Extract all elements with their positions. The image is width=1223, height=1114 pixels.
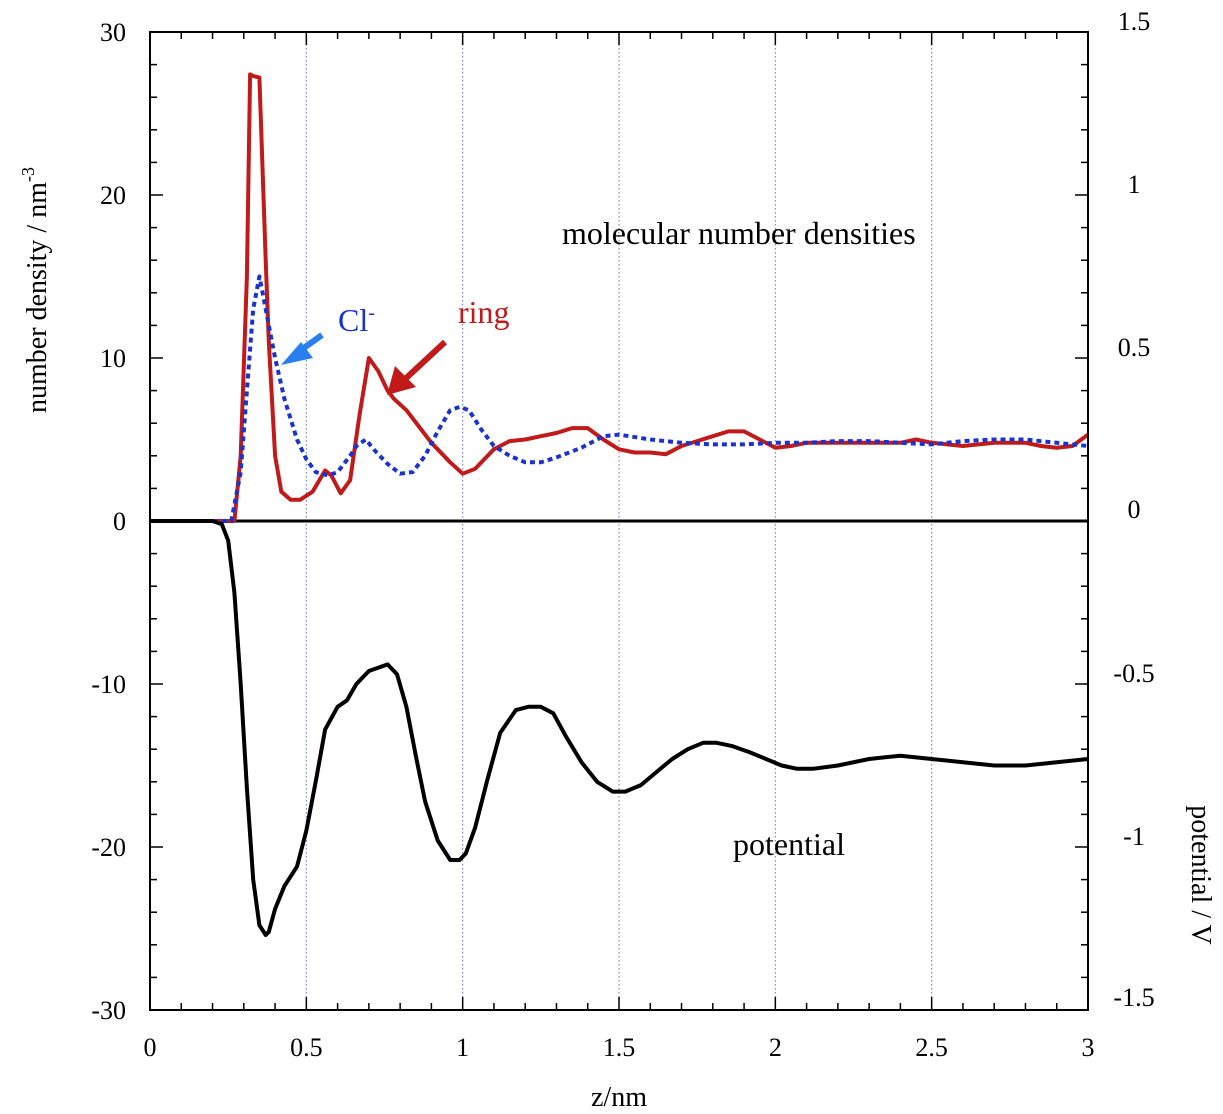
potential-annotation: potential [733, 826, 845, 862]
x-tick-label: 2.5 [915, 1033, 948, 1062]
y-left-axis-title-main: number density / nm [22, 182, 53, 413]
y-left-axis-title-sup: -3 [18, 167, 38, 182]
label-layer: 0 0.5 1 1.5 2 2.5 3-30-20-100102030-1.5-1-0.50… [91, 7, 1154, 1062]
cl-annotation-sup: - [368, 302, 375, 324]
x-tick-label: 2 [769, 1033, 782, 1062]
x-tick-label: 0.5 [290, 1033, 323, 1062]
densities-annotation: molecular number densities [562, 215, 916, 251]
y-right-tick-label: -0.5 [1113, 659, 1154, 688]
y-left-tick-label: 20 [100, 181, 126, 210]
x-tick-label: 1 [456, 1033, 469, 1062]
cl-arrow [281, 332, 324, 365]
series-line-cl [150, 274, 1089, 523]
y-left-tick-label: -30 [91, 996, 126, 1025]
y-right-tick-label: 0.5 [1118, 333, 1151, 362]
ring-annotation: ring [458, 294, 510, 330]
y-left-tick-label: 30 [100, 18, 126, 47]
x-tick-label: 3 [1082, 1033, 1095, 1062]
series-line-potential [150, 519, 1089, 937]
y-right-tick-label: -1 [1123, 822, 1145, 851]
y-right-tick-label: 1.5 [1118, 7, 1151, 36]
x-tick-label: 0 [144, 1033, 157, 1062]
y-left-tick-label: 10 [100, 344, 126, 373]
cl-annotation: Cl- [338, 302, 375, 338]
y-right-tick-label: -1.5 [1113, 983, 1154, 1012]
series-layer [150, 72, 1090, 937]
y-right-tick-label: 0 [1128, 495, 1141, 524]
y-left-tick-label: -10 [91, 670, 126, 699]
x-axis-title: z/nm [591, 1082, 647, 1113]
y-left-tick-label: -20 [91, 833, 126, 862]
y-left-axis-title: number density / nm-3 [18, 167, 53, 413]
series-line-ring [150, 72, 1090, 523]
x-tick-label: 1.5 [603, 1033, 636, 1062]
y-right-tick-label: 1 [1128, 170, 1141, 199]
ring-arrow [387, 339, 448, 395]
cl-annotation-main: Cl [338, 302, 368, 338]
y-left-tick-label: 0 [113, 507, 126, 536]
y-right-axis-title: potential / V [1185, 805, 1216, 944]
tick-layer [149, 31, 1089, 1011]
